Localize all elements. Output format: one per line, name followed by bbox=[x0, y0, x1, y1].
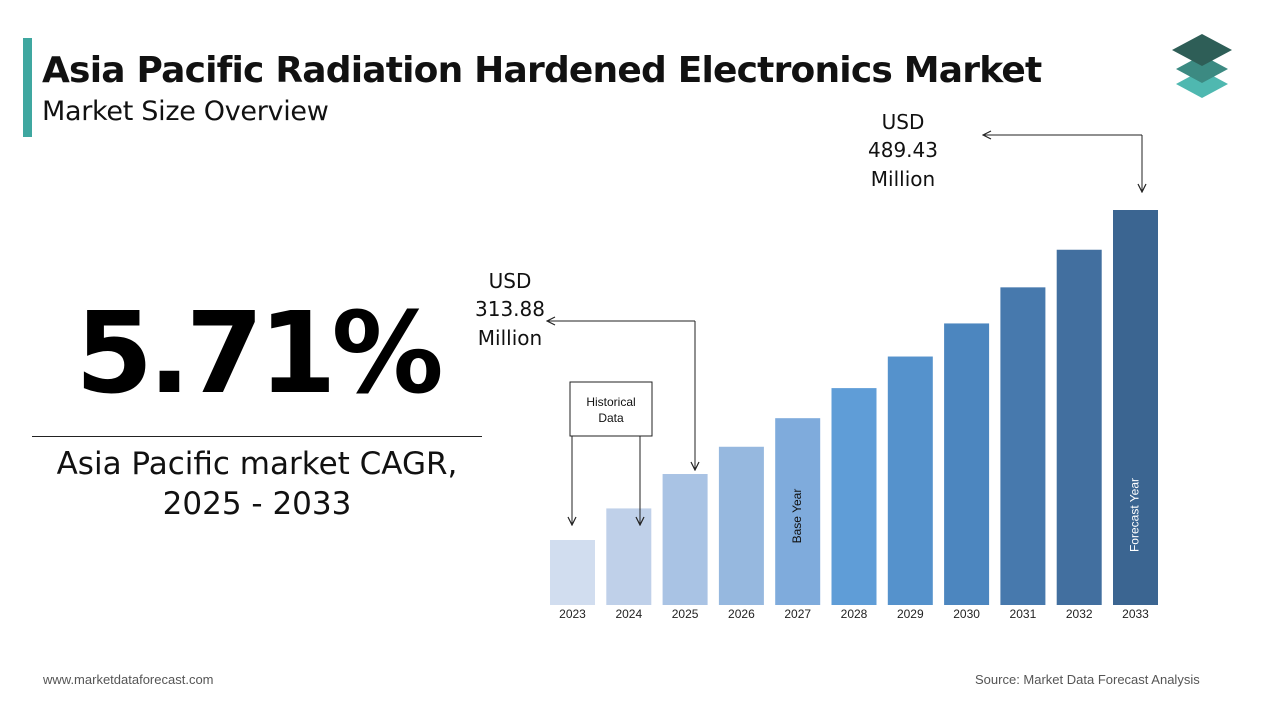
title-accent-bar bbox=[23, 38, 32, 137]
logo-layer-bottom bbox=[1176, 70, 1228, 98]
historical-data-box bbox=[569, 381, 653, 437]
cagr-divider bbox=[32, 436, 482, 437]
x-tick-label: 2027 bbox=[784, 607, 811, 621]
callout-2025-line2: 313.88 bbox=[475, 297, 545, 321]
bar-2023 bbox=[550, 540, 595, 605]
bar-2028 bbox=[831, 388, 877, 605]
bar-2025 bbox=[662, 474, 708, 605]
callout-2033-line2: 489.43 bbox=[868, 138, 938, 162]
callout-2033-line3: Million bbox=[871, 167, 935, 191]
cagr-label-line1: Asia Pacific market CAGR, bbox=[56, 446, 458, 482]
bar-inline-label: Forecast Year bbox=[1128, 478, 1142, 552]
logo-layer-top bbox=[1172, 34, 1232, 66]
x-tick-label: 2024 bbox=[615, 607, 642, 621]
callout-2025-line1: USD bbox=[489, 269, 532, 293]
page-title: Asia Pacific Radiation Hardened Electron… bbox=[42, 50, 1042, 91]
annotation-layer: Historical Data USD 313.88 Million USD 489.43 M… bbox=[475, 110, 1142, 525]
bar-inline-label: Base Year bbox=[790, 489, 804, 544]
historical-box-line1: Historical bbox=[586, 395, 635, 409]
cagr-label-line2: 2025 - 2033 bbox=[162, 486, 352, 522]
bars-layer: 2023 2024 2025 2026 2027 Base Year 2028 2029 203… bbox=[550, 210, 1158, 621]
callout-2033-line1: USD bbox=[882, 110, 925, 134]
x-tick-label: 2026 bbox=[728, 607, 755, 621]
x-tick-label: 2028 bbox=[841, 607, 868, 621]
bar-2024 bbox=[606, 508, 652, 605]
x-tick-label: 2030 bbox=[953, 607, 980, 621]
cagr-label: Asia Pacific market CAGR, 2025 - 2033 bbox=[32, 444, 482, 524]
bar-2033 bbox=[1113, 210, 1158, 605]
callout-2025-line3: Million bbox=[478, 326, 542, 350]
footer-website: www.marketdataforecast.com bbox=[43, 672, 214, 687]
x-tick-label: 2033 bbox=[1122, 607, 1149, 621]
logo-layer-middle bbox=[1176, 55, 1228, 83]
stacked-layers-icon bbox=[1172, 34, 1232, 98]
cagr-value: 5.71% bbox=[75, 289, 444, 419]
x-tick-label: 2031 bbox=[1010, 607, 1037, 621]
bar-2031 bbox=[1000, 287, 1046, 605]
x-tick-label: 2023 bbox=[559, 607, 586, 621]
footer-source: Source: Market Data Forecast Analysis bbox=[975, 672, 1200, 687]
bar-2030 bbox=[944, 323, 990, 605]
bar-2026 bbox=[718, 446, 764, 605]
x-tick-label: 2032 bbox=[1066, 607, 1093, 621]
x-tick-label: 2025 bbox=[672, 607, 699, 621]
bar-2032 bbox=[1056, 249, 1102, 605]
bar-2027 bbox=[775, 418, 821, 605]
x-tick-label: 2029 bbox=[897, 607, 924, 621]
historical-box-line2: Data bbox=[598, 411, 624, 425]
bar-2029 bbox=[887, 356, 933, 605]
page-subtitle: Market Size Overview bbox=[42, 96, 329, 127]
